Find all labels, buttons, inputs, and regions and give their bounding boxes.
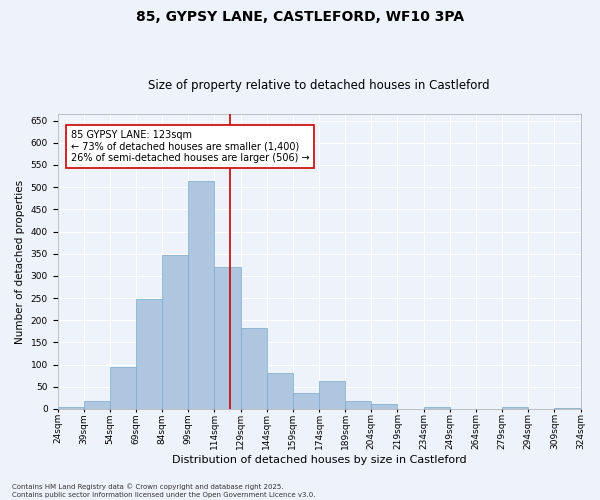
Text: 85 GYPSY LANE: 123sqm
← 73% of detached houses are smaller (1,400)
26% of semi-d: 85 GYPSY LANE: 123sqm ← 73% of detached … [71, 130, 309, 162]
Bar [345, 401, 371, 409]
Bar [83, 402, 110, 409]
Bar [424, 407, 450, 409]
Y-axis label: Number of detached properties: Number of detached properties [15, 180, 25, 344]
Bar [319, 381, 345, 409]
Bar [214, 267, 241, 409]
Title: Size of property relative to detached houses in Castleford: Size of property relative to detached ho… [148, 79, 490, 92]
X-axis label: Distribution of detached houses by size in Castleford: Distribution of detached houses by size … [172, 455, 466, 465]
Bar [241, 328, 267, 409]
Bar [371, 404, 397, 409]
Text: Contains HM Land Registry data © Crown copyright and database right 2025.
Contai: Contains HM Land Registry data © Crown c… [12, 484, 316, 498]
Bar [554, 408, 581, 409]
Bar [136, 299, 162, 409]
Text: 85, GYPSY LANE, CASTLEFORD, WF10 3PA: 85, GYPSY LANE, CASTLEFORD, WF10 3PA [136, 10, 464, 24]
Bar [162, 255, 188, 409]
Bar [267, 374, 293, 409]
Bar [293, 393, 319, 409]
Bar [502, 406, 528, 409]
Bar [188, 180, 214, 409]
Bar [110, 367, 136, 409]
Bar [58, 406, 83, 409]
